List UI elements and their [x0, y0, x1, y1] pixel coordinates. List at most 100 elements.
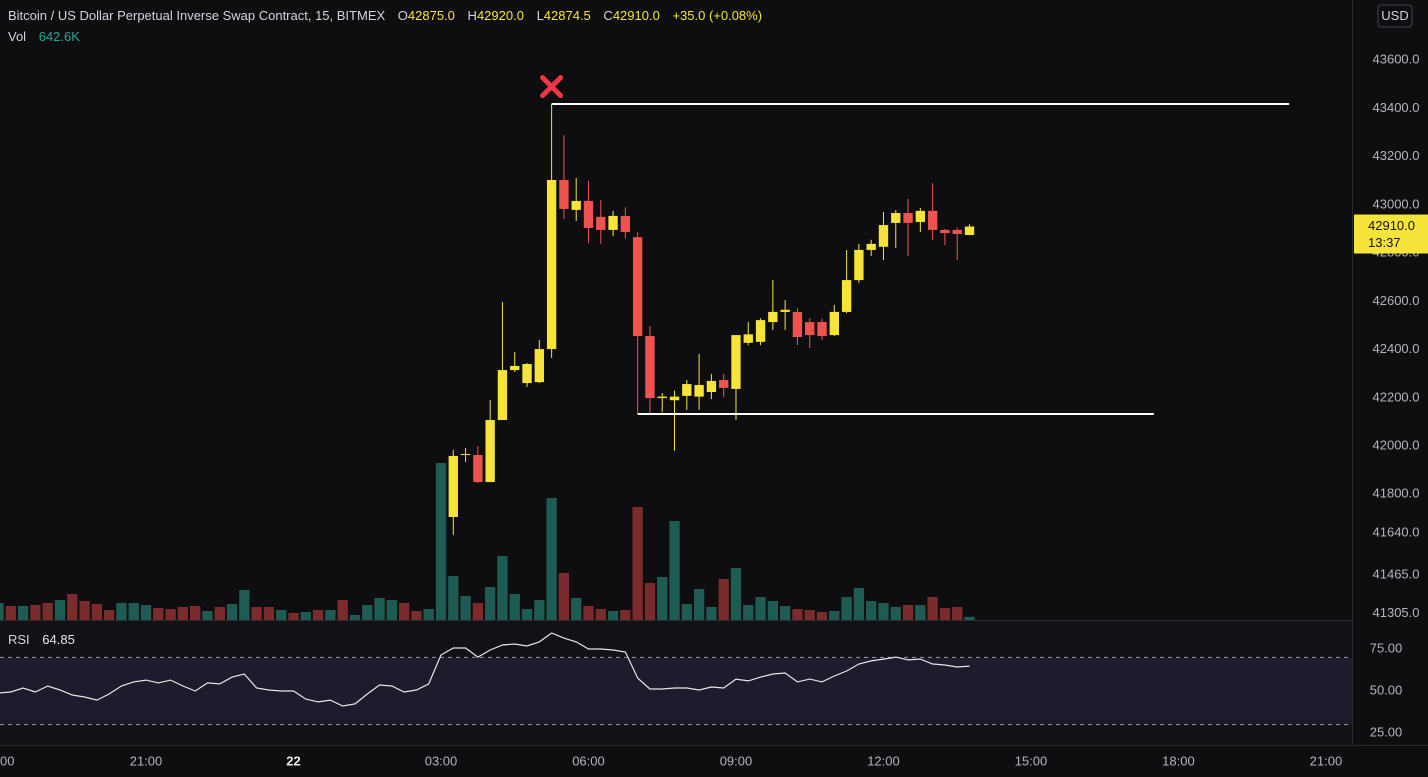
y-tick-label: 42200.0 [1373, 389, 1420, 404]
candle-body [645, 336, 655, 399]
x-tick-label: 06:00 [572, 753, 605, 768]
volume-bar [644, 583, 656, 620]
volume-bar [571, 598, 582, 620]
volume-bar [116, 603, 127, 620]
volume-bar [276, 610, 287, 620]
candle-body [460, 454, 471, 456]
volume-bar [202, 611, 213, 620]
candle-body [473, 454, 483, 483]
change-value: +35.0 (+0.08%) [672, 8, 763, 23]
y-tick-label: 43200.0 [1373, 148, 1420, 163]
volume-bar [853, 588, 865, 620]
volume-bar [484, 587, 496, 620]
volume-bar [755, 597, 766, 620]
volume-bar [128, 603, 139, 620]
candle-body [829, 311, 839, 336]
x-tick-label: 00 [0, 753, 14, 768]
candle-body [891, 213, 901, 223]
volume-bar [743, 605, 754, 620]
candle-body [534, 349, 544, 383]
y-tick-label: 41640.0 [1373, 524, 1420, 539]
volume-bar [153, 608, 164, 620]
y-tick-label: 43400.0 [1373, 100, 1420, 115]
rsi-legend: RSI 64.85 [8, 632, 75, 647]
x-tick-label: 21:00 [1310, 753, 1343, 768]
volume-bar [497, 556, 508, 620]
volume-bar [558, 573, 570, 620]
rsi-tick-label: 50.00 [1370, 682, 1403, 697]
y-tick-label: 43600.0 [1373, 52, 1420, 67]
volume-bar [386, 600, 397, 620]
x-tick-label: 09:00 [720, 753, 753, 768]
volume-bar [607, 611, 619, 620]
candle-body [719, 379, 729, 388]
volume-bar [816, 612, 828, 620]
x-tick-label: 03:00 [425, 753, 458, 768]
volume-bar [300, 612, 311, 620]
volume-bar [214, 607, 225, 620]
volume-bar [706, 607, 717, 620]
volume-bar [288, 613, 299, 620]
volume-bar [42, 603, 53, 620]
candle-body [866, 243, 876, 250]
volume-bar [792, 609, 803, 620]
candle-body [448, 455, 458, 517]
currency-button[interactable] [1377, 4, 1413, 28]
ohlc-value: 42920.0 [476, 8, 524, 23]
candle-body [546, 179, 557, 350]
candle-body [743, 334, 753, 343]
volume-bar [374, 598, 385, 620]
x-tick-label: 12:00 [867, 753, 900, 768]
x-tick-label: 22 [286, 753, 300, 768]
volume-bar [423, 609, 434, 620]
volume-bar [939, 608, 951, 620]
candle-body [510, 365, 520, 371]
volume-bar [67, 594, 78, 620]
currency-label[interactable]: USD [1381, 8, 1408, 23]
volume-bar [411, 611, 422, 620]
ohlc-value: 42875.0 [407, 8, 455, 23]
volume-bar [779, 606, 791, 620]
volume-bar [915, 605, 926, 620]
candle-body [940, 229, 950, 234]
volume-bar [91, 604, 103, 620]
candle-body [841, 280, 852, 312]
candle-body [682, 384, 692, 396]
candle-body [780, 309, 790, 312]
last-price-tag [1354, 214, 1428, 254]
volume-bar [890, 607, 901, 620]
volume-bar [583, 606, 594, 620]
candle-body [915, 210, 926, 222]
symbol-legend: Bitcoin / US Dollar Perpetual Inverse Sw… [8, 8, 762, 23]
candle-body [792, 311, 803, 338]
candle-body [485, 420, 495, 483]
volume-bar [472, 603, 484, 620]
candle-body [620, 215, 631, 233]
last-price-label: 42910.0 [1368, 218, 1415, 233]
volume-bar [804, 610, 815, 620]
candle-body [878, 225, 889, 247]
volume-bar [829, 611, 840, 620]
candle-body [571, 200, 581, 210]
volume-bar [460, 596, 471, 620]
ohlc-value: 42910.0 [612, 8, 660, 23]
ohlc-key: H [467, 8, 477, 23]
volume-bar [927, 597, 938, 620]
volume-bar [718, 579, 729, 620]
volume-bar [534, 600, 545, 620]
symbol-title: Bitcoin / US Dollar Perpetual Inverse Sw… [8, 8, 386, 23]
y-tick-label: 42600.0 [1373, 293, 1420, 308]
volume-bar [0, 603, 4, 620]
volume-bar [693, 589, 705, 620]
volume-bar [362, 605, 373, 620]
volume-bar [632, 507, 643, 620]
rsi-key: RSI [8, 632, 30, 647]
candle-body [817, 322, 827, 337]
volume-bar [435, 463, 447, 620]
volume-bar [312, 610, 324, 620]
volume-bar [657, 577, 668, 620]
candle-body [657, 396, 667, 399]
candle-body [927, 210, 938, 230]
volume-bar [165, 609, 176, 620]
volume-bar [521, 609, 533, 620]
